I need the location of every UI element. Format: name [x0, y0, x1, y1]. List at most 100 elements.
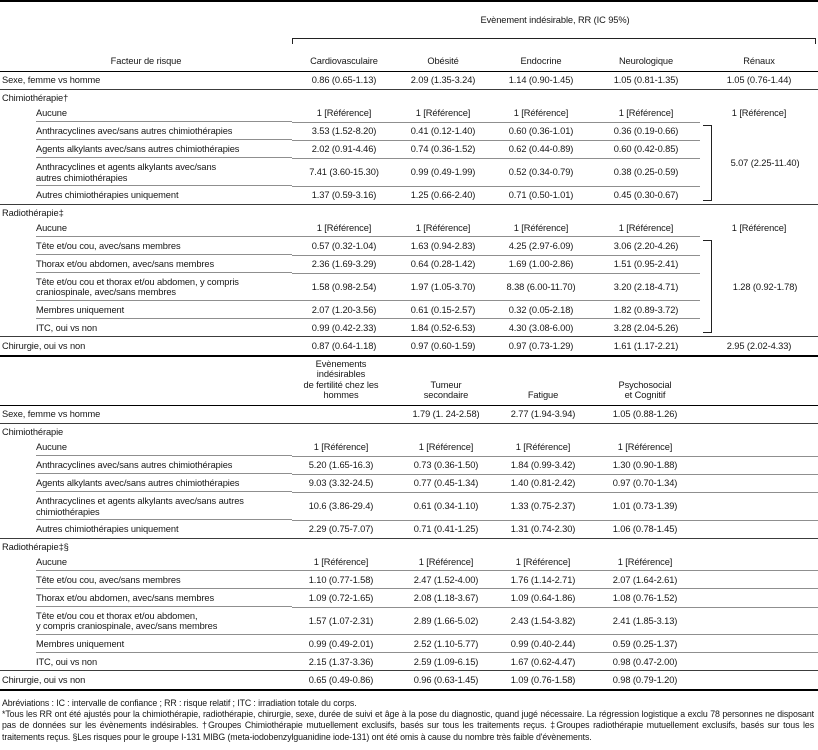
rr-value-cell: 0.98 (0.47-2.00) [584, 652, 706, 672]
rr-value-cell: 2.89 (1.66-5.02) [390, 607, 502, 636]
column-header-psychosocial-cognitif: Psychosocial et Cognitif [584, 356, 706, 406]
rr-value-cell: 1.05 (0.76-1.44) [700, 71, 818, 91]
table-row: Agents alkylants avec/sans autres chimio… [0, 140, 818, 159]
rr-value-cell: 1.84 (0.52-6.53) [396, 318, 490, 338]
rr-value-cell: 0.96 (0.63-1.45) [413, 674, 479, 685]
rr-value-cell: 0.38 (0.25-0.59) [592, 158, 700, 187]
column-header-cardiovasculaire: Cardiovasculaire [292, 54, 396, 72]
rr-value-cell: 1 [Référence] [292, 553, 390, 572]
rr-value-cell: 1.67 (0.62-4.47) [502, 652, 584, 672]
rr-value-cell: 8.38 (6.00-11.70) [490, 273, 592, 302]
section-label: Chimiothérapie† [2, 93, 69, 104]
rr-value-cell: 1.57 (1.07-2.31) [292, 607, 390, 636]
row-label: Membres uniquement [0, 635, 292, 653]
column-header-fatigue: Fatigue [502, 356, 584, 406]
section-label: Radiothérapie‡ [2, 207, 64, 218]
rr-value-cell: 1 [Référence] [396, 219, 490, 238]
rr-value-cell: 0.57 (0.32-1.04) [292, 236, 396, 256]
rr-value-cell: 0.71 (0.50-1.01) [490, 186, 592, 205]
rr-value-cell: 0.99 (0.40-2.44) [502, 634, 584, 654]
spanner-empty-cell [0, 1, 292, 54]
row-label: Membres uniquement [0, 301, 292, 319]
rr-value-cell: 0.45 (0.30-0.67) [592, 186, 700, 205]
adverse-events-table-part2: Evènements indésirables de fertilité che… [0, 356, 818, 691]
table-row: Sexe, femme vs homme 1.79 (1. 24-2.58) 2.7… [0, 405, 818, 425]
rr-value-cell: 0.98 (0.79-1.20) [612, 674, 678, 685]
column-header-obesite: Obésité [396, 54, 490, 72]
rr-value-cell: 2.36 (1.69-3.29) [292, 255, 396, 274]
rr-value-cell: 1 [Référence] [584, 438, 706, 457]
rr-value-cell: 1.61 (1.17-2.21) [613, 340, 679, 351]
bracket-group-value: 5.07 (2.25-11.40) [730, 157, 800, 168]
rr-value-cell: 1.82 (0.89-3.72) [592, 300, 700, 320]
table-row: Chimiothérapie [0, 424, 818, 439]
rr-value-cell: 1.63 (0.94-2.83) [396, 236, 490, 256]
filler-cell [706, 492, 818, 521]
row-label: Thorax et/ou abdomen, avec/sans membres [0, 255, 292, 274]
rr-value-cell: 0.97 (0.70-1.34) [584, 474, 706, 493]
table-row: Autres chimiothérapies uniquement 2.29 (0… [0, 520, 818, 539]
row-label: ITC, oui vs non [0, 318, 292, 338]
rr-value-cell: 0.41 (0.12-1.40) [396, 122, 490, 141]
filler-cell [706, 520, 818, 539]
bracket-group-cell: 5.07 (2.25-11.40) [700, 122, 818, 205]
rr-value-cell: 9.03 (3.32-24.5) [292, 474, 390, 493]
rr-value-cell: 1.01 (0.73-1.39) [584, 492, 706, 521]
table2-header-empty-cell [0, 356, 292, 406]
column-header-fertilite-hommes: Evènements indésirables de fertilité che… [292, 356, 390, 406]
rr-value-cell: 1.97 (1.05-3.70) [396, 273, 490, 302]
table-row: Radiothérapie‡§ [0, 538, 818, 553]
rr-value-cell: 1.05 (0.88-1.26) [584, 405, 706, 425]
table1-header-row: Facteur de risque Cardiovasculaire Obési… [0, 54, 818, 72]
rr-value-cell: 1 [Référence] [584, 553, 706, 572]
rr-value-cell: 3.28 (2.04-5.26) [592, 318, 700, 338]
rr-value-cell: 7.41 (3.60-15.30) [292, 158, 396, 187]
table-row: Thorax et/ou abdomen, avec/sans membres 2… [0, 255, 818, 274]
table-row: Membres uniquement 2.07 (1.20-3.56) 0.61 (… [0, 300, 818, 320]
rr-value-cell: 1.58 (0.98-2.54) [292, 273, 396, 302]
row-label: Aucune [0, 553, 292, 571]
rr-value-cell: 0.74 (0.36-1.52) [396, 140, 490, 159]
table2-header-filler-cell [706, 356, 818, 406]
rr-value-cell: 0.52 (0.34-0.79) [490, 158, 592, 187]
column-header-facteur-de-risque: Facteur de risque [0, 54, 292, 72]
row-label: Sexe, femme vs homme [0, 71, 292, 91]
filler-cell [706, 652, 818, 672]
row-label: Anthracyclines et agents alkylants avec/… [0, 492, 292, 520]
table-row: ITC, oui vs non 0.99 (0.42-2.33) 1.84 (0.5… [0, 318, 818, 338]
rr-value-cell: 0.59 (0.25-1.37) [584, 634, 706, 654]
rr-value-cell: 0.62 (0.44-0.89) [490, 140, 592, 159]
row-label: Autres chimiothérapies uniquement [0, 520, 292, 539]
rr-value-cell: 0.99 (0.49-2.01) [292, 634, 390, 654]
rr-value-cell: 0.71 (0.41-1.25) [390, 520, 502, 539]
rr-value-cell: 1.08 (0.76-1.52) [584, 588, 706, 608]
rr-value-cell: 2.47 (1.52-4.00) [390, 570, 502, 590]
table-row: Chirurgie, oui vs non 0.87 (0.64-1.18) 0.9… [0, 337, 818, 356]
row-label: ITC, oui vs non [0, 652, 292, 672]
group-bracket [703, 239, 712, 334]
row-label: Chirurgie, oui vs non [2, 674, 86, 685]
rr-value-cell: 1.84 (0.99-3.42) [502, 456, 584, 475]
rr-value-cell: 3.06 (2.20-4.26) [592, 236, 700, 256]
rr-value-cell: 4.30 (3.08-6.00) [490, 318, 592, 338]
rr-value-cell: 1 [Référence] [292, 438, 390, 457]
row-label: Aucune [0, 439, 292, 457]
footnotes-block: Abréviations : IC : intervalle de confia… [0, 691, 818, 744]
rr-value-cell: 1 [Référence] [396, 104, 490, 123]
rr-value-cell: 2.59 (1.09-6.15) [390, 652, 502, 672]
rr-value-cell: 4.25 (2.97-6.09) [490, 236, 592, 256]
filler-cell [706, 474, 818, 493]
table-row: Anthracyclines avec/sans autres chimioth… [0, 122, 818, 205]
table-row: Anthracyclines et agents alkylants avec/… [0, 492, 818, 521]
row-label: Anthracyclines avec/sans autres chimioth… [0, 456, 292, 475]
adverse-events-table-part1: Evènement indésirable, RR (IC 95%) Facte… [0, 0, 818, 357]
filler-cell [706, 405, 818, 425]
rr-value-cell: 2.43 (1.54-3.82) [502, 607, 584, 636]
section-label: Chimiothérapie [2, 427, 64, 438]
rr-value-cell: 1 [Référence] [490, 104, 592, 123]
table-row: Aucune 1 [Référence] 1 [Référence] 1 [Référ… [0, 104, 818, 123]
rr-value-cell: 0.87 (0.64-1.18) [311, 340, 377, 351]
rr-value-cell: 2.41 (1.85-3.13) [584, 607, 706, 636]
rr-value-cell: 1 [Référence] [292, 104, 396, 123]
table-row: Thorax et/ou abdomen, avec/sans membres 1… [0, 588, 818, 608]
